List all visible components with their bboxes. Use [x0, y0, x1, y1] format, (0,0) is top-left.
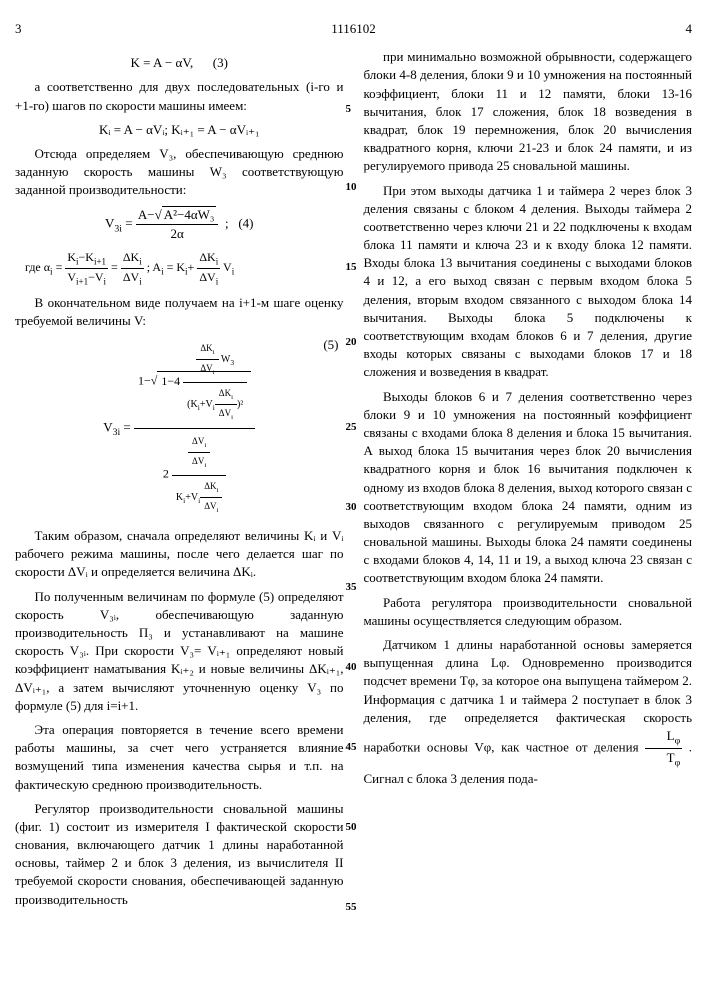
- eq3-body: K = A − αV,: [131, 55, 194, 70]
- line-number: 30: [346, 500, 357, 515]
- eq3-number: (3): [213, 55, 228, 70]
- equation-ki: Kᵢ = A − αVᵢ; Kᵢ₊₁ = A − αVᵢ₊₁: [15, 121, 344, 139]
- line-number: 45: [346, 740, 357, 755]
- paragraph: Регулятор производительности сновальной …: [15, 800, 344, 909]
- page-container: 3 1116102 4 K = A − αV, (3) а соответств…: [15, 20, 692, 915]
- line-number: 50: [346, 820, 357, 835]
- line-number: 40: [346, 660, 357, 675]
- paragraph: В окончательном виде получаем на i+1-м ш…: [15, 294, 344, 330]
- paragraph: Таким образом, сначала определяют величи…: [15, 527, 344, 582]
- line-number: 15: [346, 260, 357, 275]
- line-number: 55: [346, 900, 357, 915]
- equation-5: (5) V3i = 1−√1−4 ΔKiΔVi W3 (Ki+ViΔKiΔVi)…: [15, 336, 344, 521]
- line-number: 20: [346, 335, 357, 350]
- paragraph: По полученным величинам по формуле (5) о…: [15, 588, 344, 715]
- paragraph: при минимально возможной обрывности, сод…: [364, 48, 693, 175]
- two-column-layout: K = A − αV, (3) а соответственно для дву…: [15, 48, 692, 915]
- text-span: Датчиком 1 длины наработанной основы зам…: [364, 637, 693, 755]
- line-number: 10: [346, 180, 357, 195]
- paragraph: Датчиком 1 длины наработанной основы зам…: [364, 636, 693, 789]
- eq5-number: (5): [323, 336, 338, 354]
- page-header: 3 1116102 4: [15, 20, 692, 38]
- paragraph: а соответственно для двух последовательн…: [15, 78, 344, 114]
- equation-3: K = A − αV, (3): [15, 54, 344, 72]
- paragraph: При этом выходы датчика 1 и таймера 2 че…: [364, 182, 693, 382]
- line-number: 25: [346, 420, 357, 435]
- line-number: 5: [346, 102, 352, 117]
- left-column: K = A − αV, (3) а соответственно для дву…: [15, 48, 344, 915]
- equation-4-where: где αi = Ki−Ki+1Vi+1−Vi = ΔKiΔVi ; Ai = …: [15, 249, 344, 288]
- page-number-right: 4: [686, 20, 693, 38]
- paragraph: Эта операция повторяется в течение всего…: [15, 721, 344, 794]
- paragraph: Отсюда определяем V₃, обеспечивающую сре…: [15, 145, 344, 200]
- fraction-lt: LφTφ: [645, 727, 682, 770]
- line-number: 35: [346, 580, 357, 595]
- document-number: 1116102: [22, 20, 686, 38]
- right-column: при минимально возможной обрывности, сод…: [364, 48, 693, 915]
- equation-4: V3i = A−√A²−4αW₃ 2α ; (4): [15, 206, 344, 243]
- paragraph: Работа регулятора производительности сно…: [364, 594, 693, 630]
- paragraph: Выходы блоков 6 и 7 деления соответствен…: [364, 388, 693, 588]
- eq4-number: (4): [238, 215, 253, 230]
